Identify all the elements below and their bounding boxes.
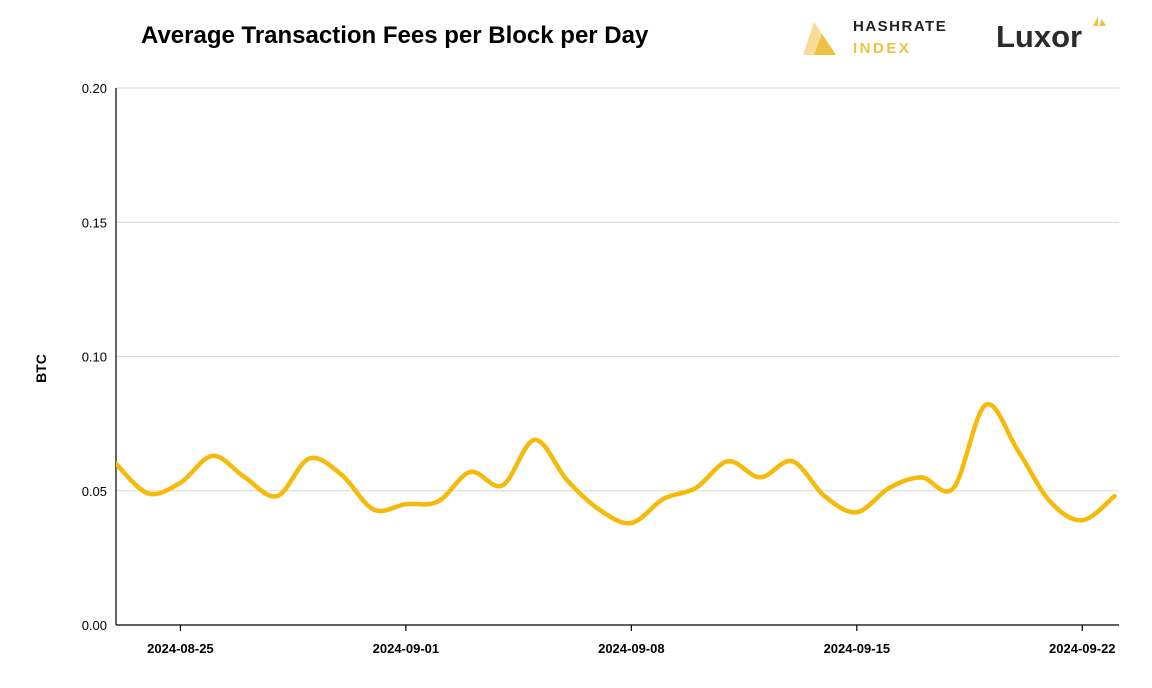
y-tick-label: 0.05 (82, 484, 107, 499)
hashrate-logo-mark-inner (814, 34, 836, 55)
hashrate-index-logo-icon (803, 22, 836, 55)
chart-title: Average Transaction Fees per Block per D… (141, 22, 649, 49)
y-axis-label: BTC (33, 354, 49, 383)
y-tick-label: 0.10 (82, 350, 107, 365)
x-tick-label: 2024-09-15 (824, 641, 891, 656)
series-line (116, 401, 1117, 526)
hashrate-logo-text: HASHRATE (853, 18, 948, 35)
luxor-logo-text: Luxor (996, 19, 1083, 54)
luxor-logo-icon (1093, 16, 1106, 26)
index-logo-text: INDEX (853, 40, 912, 57)
y-tick-label: 0.20 (82, 81, 107, 96)
y-tick-label: 0.15 (82, 215, 107, 230)
x-tick-label: 2024-08-25 (147, 641, 214, 656)
x-tick-label: 2024-09-01 (373, 641, 440, 656)
y-tick-label: 0.00 (82, 618, 107, 633)
x-tick-label: 2024-09-08 (598, 641, 665, 656)
x-tick-label: 2024-09-22 (1049, 641, 1116, 656)
